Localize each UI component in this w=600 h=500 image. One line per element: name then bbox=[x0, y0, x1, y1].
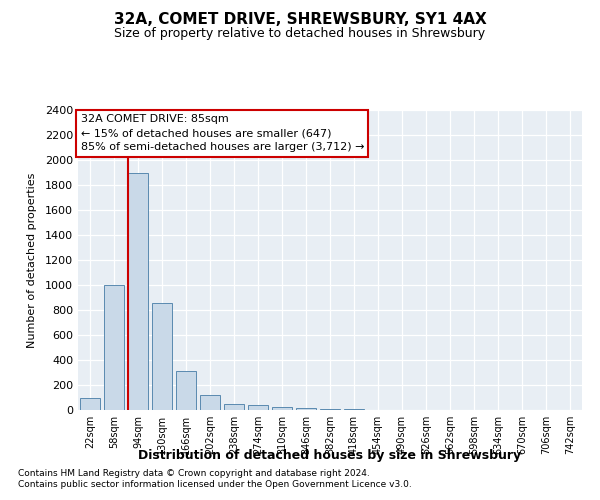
Text: Size of property relative to detached houses in Shrewsbury: Size of property relative to detached ho… bbox=[115, 28, 485, 40]
Text: Contains public sector information licensed under the Open Government Licence v3: Contains public sector information licen… bbox=[18, 480, 412, 489]
Bar bbox=[296, 408, 316, 410]
Bar bbox=[152, 302, 172, 410]
Text: 32A COMET DRIVE: 85sqm
← 15% of detached houses are smaller (647)
85% of semi-de: 32A COMET DRIVE: 85sqm ← 15% of detached… bbox=[80, 114, 364, 152]
Text: Distribution of detached houses by size in Shrewsbury: Distribution of detached houses by size … bbox=[139, 448, 521, 462]
Bar bbox=[320, 409, 340, 410]
Text: 32A, COMET DRIVE, SHREWSBURY, SY1 4AX: 32A, COMET DRIVE, SHREWSBURY, SY1 4AX bbox=[113, 12, 487, 28]
Bar bbox=[104, 285, 124, 410]
Bar bbox=[272, 407, 292, 410]
Text: Contains HM Land Registry data © Crown copyright and database right 2024.: Contains HM Land Registry data © Crown c… bbox=[18, 468, 370, 477]
Y-axis label: Number of detached properties: Number of detached properties bbox=[26, 172, 37, 348]
Bar bbox=[200, 395, 220, 410]
Bar bbox=[344, 409, 364, 410]
Bar bbox=[248, 405, 268, 410]
Bar bbox=[80, 398, 100, 410]
Bar bbox=[128, 172, 148, 410]
Bar bbox=[224, 404, 244, 410]
Bar bbox=[176, 371, 196, 410]
